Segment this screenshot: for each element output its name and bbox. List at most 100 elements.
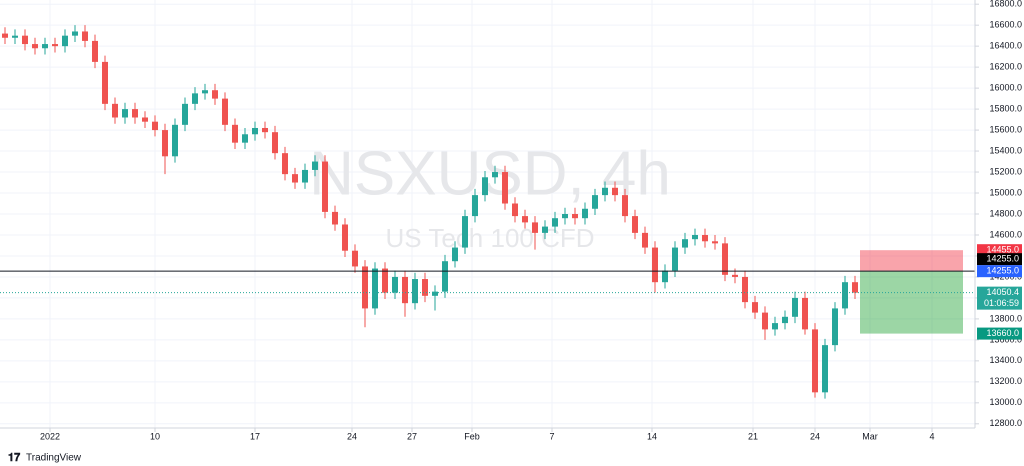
x-tick-label: 2022	[40, 431, 60, 441]
candle-body	[442, 261, 448, 292]
candle-body	[332, 211, 338, 225]
candle-body	[652, 247, 658, 283]
candle-body	[212, 90, 218, 99]
x-tick-label: 17	[250, 431, 260, 441]
candle-body	[192, 93, 198, 104]
candle-body	[272, 132, 278, 154]
candle-body	[622, 195, 628, 217]
stop-zone	[860, 250, 963, 272]
candle-body	[32, 44, 38, 49]
y-tick-label: 13800.0	[989, 313, 1022, 323]
candle-body	[382, 268, 388, 293]
candle-body	[82, 31, 88, 41]
entry-label-bg	[977, 253, 1022, 266]
candle-body	[22, 35, 28, 45]
x-tick-label: 24	[810, 431, 820, 441]
candle-body	[612, 187, 618, 196]
candle-body	[402, 276, 408, 304]
candle-body	[792, 297, 798, 317]
candle-body	[772, 323, 778, 330]
candle-body	[202, 90, 208, 94]
candle-body	[492, 172, 498, 178]
candle-body	[112, 103, 118, 118]
candle-body	[262, 127, 268, 133]
candle-body	[532, 222, 538, 233]
x-tick-label: Feb	[464, 431, 480, 441]
watermark-symbol: NSXUSD, 4h	[309, 139, 671, 208]
candle-body	[12, 35, 18, 38]
y-tick-label: 16600.0	[989, 20, 1022, 30]
candle-body	[242, 134, 248, 143]
candle-body	[642, 232, 648, 248]
plot	[0, 25, 975, 399]
candle-body	[42, 44, 48, 49]
x-tick-label: Mar	[862, 431, 878, 441]
candle-body	[142, 117, 148, 122]
candle-body	[482, 177, 488, 196]
candle-body	[572, 214, 578, 219]
x-tick-label: 27	[407, 431, 417, 441]
candle-body	[602, 187, 608, 196]
y-tick-label: 16200.0	[989, 62, 1022, 72]
target-label-bg	[977, 327, 1022, 340]
candle-body	[722, 243, 728, 275]
x-tick-label: 21	[748, 431, 758, 441]
candle-body	[342, 224, 348, 251]
candle-body	[552, 218, 558, 227]
stop-label-bg	[977, 244, 1022, 257]
candle-body	[2, 33, 8, 38]
logo-mark[interactable]: 𝟏𝟕	[8, 452, 21, 464]
x-tick-label: 24	[347, 431, 357, 441]
candle-body	[502, 172, 508, 204]
candle-body	[392, 276, 398, 293]
candle-body	[172, 124, 178, 157]
candle-body	[452, 247, 458, 262]
candle-body	[542, 226, 548, 233]
candle-body	[842, 282, 848, 309]
candle-body	[362, 266, 368, 309]
x-tick-label: 7	[549, 431, 554, 441]
horizontal-line-label-bg	[977, 265, 1022, 278]
y-tick-label: 15200.0	[989, 166, 1022, 176]
candle-body	[812, 329, 818, 393]
candle-body	[852, 282, 858, 293]
target-label: 13660.0	[986, 328, 1019, 338]
y-tick-label: 12800.0	[989, 418, 1022, 428]
x-tick-label: 4	[929, 431, 934, 441]
candle-body	[352, 250, 358, 267]
candle-body	[562, 214, 568, 219]
candle-body	[512, 203, 518, 217]
candle-body	[62, 35, 68, 47]
y-tick-label: 13000.0	[989, 397, 1022, 407]
candle-body	[692, 234, 698, 240]
y-tick-label: 15800.0	[989, 103, 1022, 113]
candle-body	[782, 316, 788, 324]
candle-body	[252, 127, 258, 135]
stop-label: 14455.0	[986, 245, 1019, 255]
candle-body	[832, 308, 838, 346]
candle-body	[472, 195, 478, 217]
candle-body	[182, 103, 188, 125]
candle-body	[462, 216, 468, 248]
y-tick-label: 14800.0	[989, 208, 1022, 218]
target-zone	[860, 271, 963, 334]
y-tick-label: 13400.0	[989, 355, 1022, 365]
candle-body	[372, 268, 378, 309]
candle-body	[102, 61, 108, 104]
candle-body	[312, 161, 318, 170]
candle-body	[662, 270, 668, 283]
watermark-description: US Tech 100 CFD	[385, 223, 594, 253]
x-tick-label: 14	[647, 431, 657, 441]
candle-body	[422, 279, 428, 296]
y-tick-label: 13200.0	[989, 376, 1022, 386]
candle-body	[632, 216, 638, 233]
brand[interactable]: TradingView	[26, 453, 82, 464]
countdown: 01:06:59	[984, 298, 1019, 308]
candle-body	[672, 247, 678, 271]
price-label-bg	[977, 286, 1022, 310]
candle-body	[292, 174, 298, 183]
y-tick-label: 14600.0	[989, 229, 1022, 239]
grid	[0, 0, 975, 428]
candle-body	[302, 169, 308, 183]
